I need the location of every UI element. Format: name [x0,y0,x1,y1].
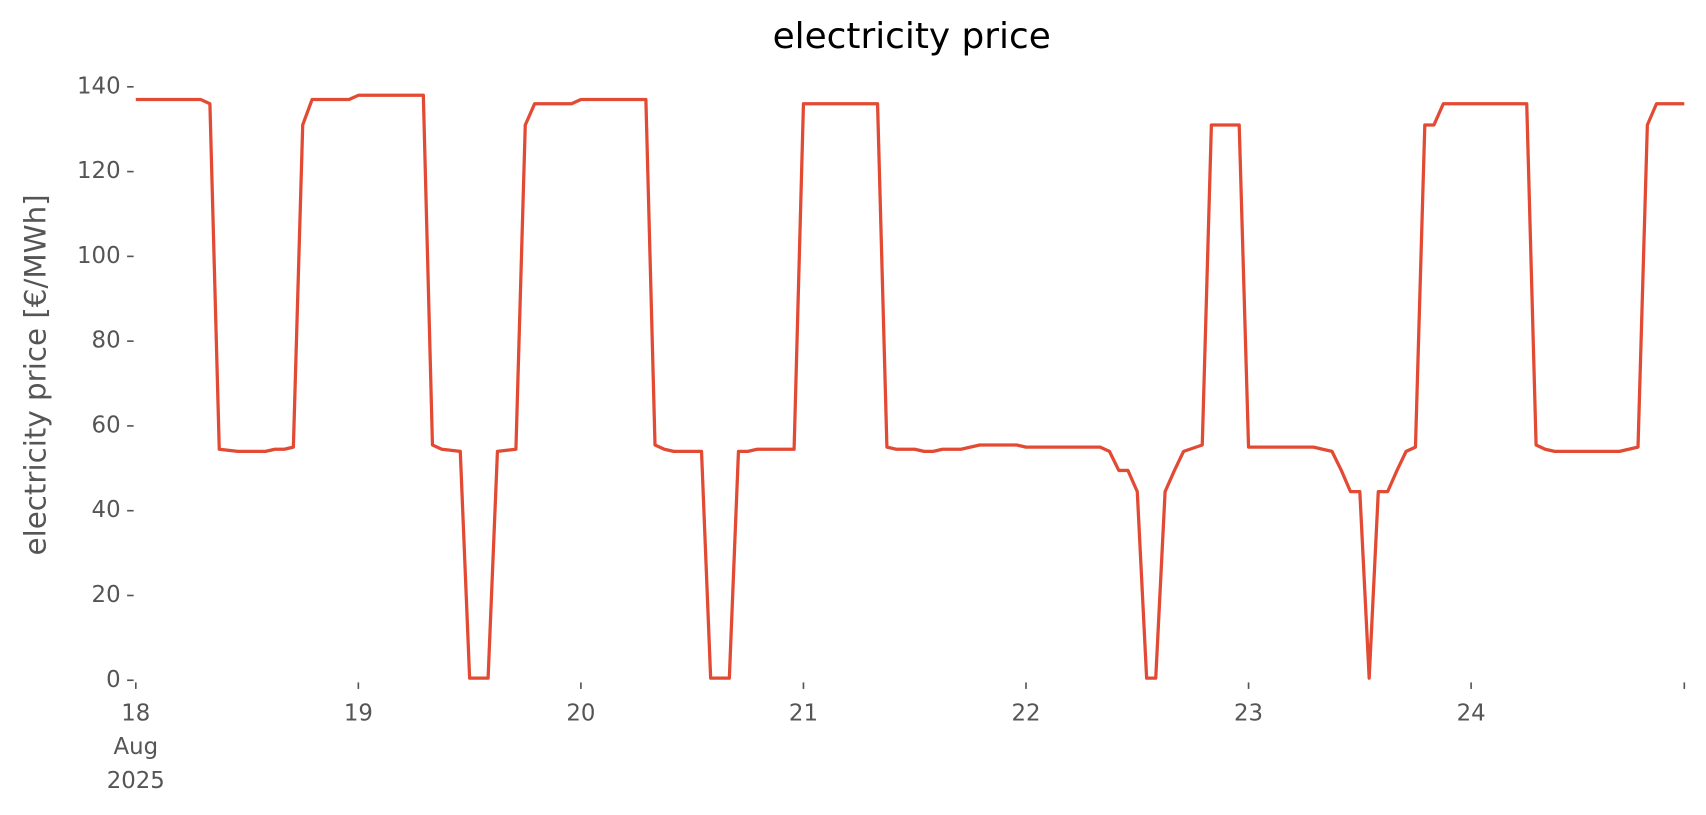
x-tick-label: 21 [789,700,818,726]
y-tick-label: 80 [92,328,121,354]
y-tick-label: 120 [77,158,121,184]
x-tick-label: 24 [1457,700,1486,726]
chart-title: electricity price [773,16,1051,57]
y-axis-label: electricity price [€/MWh] [18,194,52,555]
x-tick-label: 18 [121,700,150,726]
y-tick-label: 0 [106,667,121,693]
x-tick-label: 22 [1011,700,1040,726]
x-tick-label: Aug [114,734,159,760]
x-tick-label: 23 [1234,700,1263,726]
y-tick-label: 60 [92,412,121,438]
price-line [135,93,1685,680]
x-tick-label: 19 [344,700,373,726]
y-tick-label: 20 [92,582,121,608]
x-tick-label: 2025 [107,768,165,794]
y-tick-label: 40 [92,497,121,523]
y-tick-label: 100 [77,243,121,269]
x-tick-label: 20 [566,700,595,726]
y-tick-label: 140 [77,73,121,99]
